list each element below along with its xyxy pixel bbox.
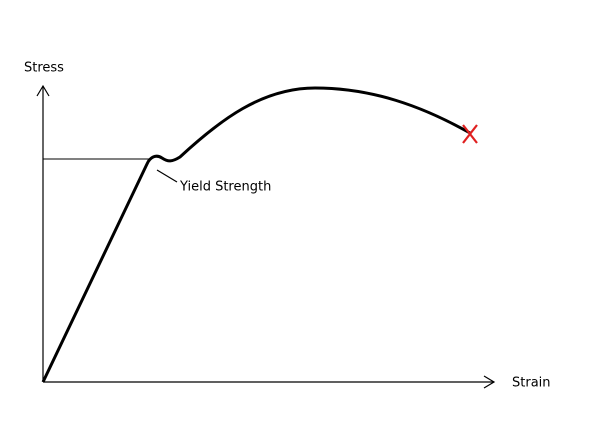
annotation-leader	[156, 169, 178, 183]
y-axis-label: Stress	[24, 61, 64, 76]
x-axis-label: Strain	[512, 376, 551, 391]
x-axis-arrow	[483, 375, 496, 389]
yield-strength-label: Yield Strength	[179, 180, 271, 195]
fracture-marker	[462, 124, 478, 144]
y-axis-arrow	[36, 84, 50, 97]
stress-strain-curve	[41, 86, 471, 383]
fracture-stroke	[462, 124, 478, 144]
